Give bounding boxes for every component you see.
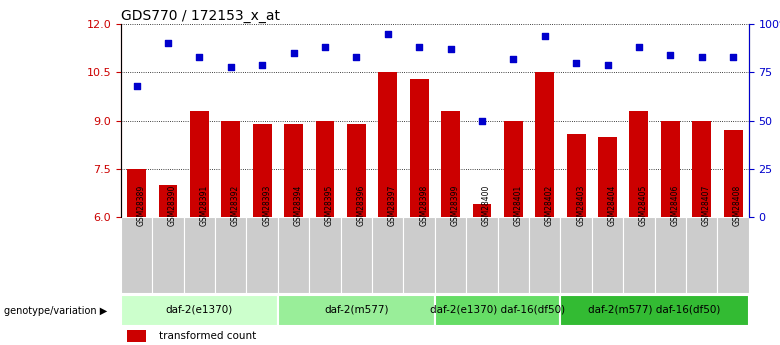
Text: GSM28397: GSM28397 [388,185,397,226]
Bar [567,134,586,217]
Bar [378,72,397,217]
Bar [535,72,554,217]
Point [696,54,708,60]
Text: daf-2(m577): daf-2(m577) [324,305,388,315]
Text: transformed count: transformed count [158,332,256,341]
Text: GSM28399: GSM28399 [451,185,459,226]
Bar [529,217,560,293]
Text: GSM28404: GSM28404 [608,185,616,226]
Bar [284,124,303,217]
Text: GDS770 / 172153_x_at: GDS770 / 172153_x_at [121,9,280,23]
Point [287,50,300,56]
Text: GSM28389: GSM28389 [136,185,146,226]
Text: GSM28402: GSM28402 [544,185,554,226]
Bar [693,121,711,217]
Bar [724,130,743,217]
Text: GSM28408: GSM28408 [733,185,742,226]
Bar [466,217,498,293]
Bar [184,217,215,293]
Bar [686,217,718,293]
Bar [718,217,749,293]
Bar [121,295,278,326]
Text: GSM28401: GSM28401 [513,185,523,226]
Bar [592,217,623,293]
Point [570,60,583,66]
Bar [158,185,177,217]
Bar [410,79,428,217]
Text: GSM28392: GSM28392 [231,185,239,226]
Bar [341,217,372,293]
Point [193,54,206,60]
Bar [504,121,523,217]
Bar [372,217,403,293]
Text: daf-2(e1370): daf-2(e1370) [166,305,233,315]
Bar [127,330,146,342]
Text: GSM28403: GSM28403 [576,185,585,226]
Bar [253,124,271,217]
Text: GSM28405: GSM28405 [639,185,648,226]
Bar [222,121,240,217]
Point [476,118,488,124]
Point [256,62,268,68]
Bar [347,124,366,217]
Bar [441,111,460,217]
Bar [278,217,309,293]
Bar [121,217,152,293]
Bar [278,295,435,326]
Bar [309,217,341,293]
Bar [316,121,335,217]
Text: GSM28407: GSM28407 [702,185,711,226]
Point [225,64,237,69]
Text: GSM28406: GSM28406 [670,185,679,226]
Point [664,52,676,58]
Point [727,54,739,60]
Bar [623,217,654,293]
Text: GSM28390: GSM28390 [168,185,177,226]
Bar [654,217,686,293]
Bar [215,217,246,293]
Point [633,45,645,50]
Bar [435,295,560,326]
Bar [560,295,749,326]
Bar [560,217,592,293]
Point [601,62,614,68]
Bar [403,217,435,293]
Text: daf-2(m577) daf-16(df50): daf-2(m577) daf-16(df50) [588,305,721,315]
Bar [498,217,529,293]
Bar [598,137,617,217]
Point [350,54,363,60]
Bar [473,205,491,217]
Text: GSM28396: GSM28396 [356,185,365,226]
Point [413,45,425,50]
Point [161,41,174,46]
Bar [661,121,679,217]
Bar [629,111,648,217]
Text: GSM28395: GSM28395 [325,185,334,226]
Bar [435,217,466,293]
Point [130,83,143,89]
Point [538,33,551,39]
Text: GSM28394: GSM28394 [293,185,303,226]
Bar [127,169,146,217]
Text: GSM28393: GSM28393 [262,185,271,226]
Bar [246,217,278,293]
Text: genotype/variation ▶: genotype/variation ▶ [4,306,107,315]
Point [445,47,457,52]
Text: GSM28400: GSM28400 [482,185,491,226]
Bar [190,111,209,217]
Point [507,56,519,62]
Point [319,45,332,50]
Point [381,31,394,37]
Text: daf-2(e1370) daf-16(df50): daf-2(e1370) daf-16(df50) [430,305,566,315]
Text: GSM28391: GSM28391 [200,185,208,226]
Text: GSM28398: GSM28398 [419,185,428,226]
Bar [152,217,184,293]
